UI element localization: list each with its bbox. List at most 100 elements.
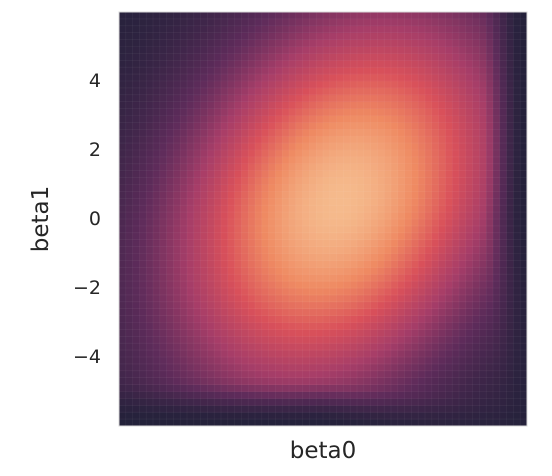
heatmap-cell — [316, 398, 324, 406]
heatmap-cell — [295, 294, 303, 303]
heatmap-cell — [479, 115, 487, 123]
heatmap-cell — [132, 12, 140, 20]
heatmap-cell — [159, 253, 167, 261]
heatmap-cell — [357, 281, 365, 289]
heatmap-cell — [119, 253, 127, 261]
heatmap-cell — [445, 60, 453, 68]
heatmap-cell — [370, 391, 378, 399]
heatmap-cell — [234, 32, 242, 40]
heatmap-cell — [241, 129, 249, 137]
heatmap-cell — [282, 198, 290, 206]
heatmap-cell — [513, 232, 521, 241]
heatmap-cell — [425, 67, 433, 75]
heatmap-cell — [404, 267, 412, 275]
heatmap-cell — [153, 101, 161, 109]
heatmap-cell — [472, 315, 480, 323]
heatmap-cell — [411, 350, 419, 358]
heatmap-cell — [465, 391, 473, 399]
heatmap-cell — [506, 101, 514, 109]
heatmap-cell — [316, 281, 324, 289]
heatmap-cell — [248, 163, 256, 172]
heatmap-cell — [282, 405, 290, 413]
heatmap-cell — [336, 115, 344, 123]
heatmap-cell — [261, 253, 269, 261]
heatmap-cell — [384, 81, 392, 89]
heatmap-cell — [431, 246, 439, 254]
heatmap-cell — [268, 205, 276, 213]
heatmap-cell — [221, 74, 229, 82]
heatmap-cell — [513, 253, 521, 261]
heatmap-cell — [493, 294, 501, 303]
heatmap-cell — [513, 81, 521, 89]
heatmap-cell — [377, 94, 385, 103]
heatmap-cell — [275, 191, 283, 199]
heatmap-cell — [384, 219, 392, 227]
heatmap-cell — [159, 363, 167, 372]
heatmap-cell — [329, 115, 337, 123]
heatmap-cell — [295, 198, 303, 206]
heatmap-cell — [425, 122, 433, 130]
heatmap-cell — [370, 115, 378, 123]
heatmap-cell — [316, 301, 324, 310]
heatmap-cell — [207, 370, 215, 379]
heatmap-cell — [329, 143, 337, 151]
heatmap-cell — [486, 25, 494, 34]
heatmap-cell — [200, 156, 208, 165]
heatmap-cell — [255, 205, 263, 213]
heatmap-cell — [411, 294, 419, 303]
heatmap-cell — [336, 274, 344, 282]
heatmap-cell — [431, 25, 439, 34]
heatmap-cell — [418, 294, 426, 303]
heatmap-cell — [506, 260, 514, 268]
heatmap-cell — [132, 101, 140, 109]
heatmap-cell — [132, 246, 140, 254]
heatmap-cell — [221, 212, 229, 220]
heatmap-cell — [391, 156, 399, 165]
heatmap-cell — [173, 315, 181, 323]
heatmap-cell — [268, 25, 276, 34]
heatmap-cell — [391, 253, 399, 261]
heatmap-cell — [132, 391, 140, 399]
heatmap-cell — [193, 301, 201, 310]
heatmap-cell — [234, 315, 242, 323]
heatmap-cell — [431, 405, 439, 413]
heatmap-cell — [309, 225, 317, 234]
heatmap-cell — [418, 322, 426, 330]
heatmap-cell — [200, 60, 208, 68]
heatmap-cell — [506, 419, 514, 427]
heatmap-cell — [418, 87, 426, 96]
heatmap-cell — [329, 412, 337, 420]
heatmap-cell — [302, 398, 310, 406]
heatmap-cell — [227, 191, 235, 199]
heatmap-cell — [404, 60, 412, 68]
heatmap-cell — [377, 329, 385, 337]
heatmap-cell — [438, 25, 446, 34]
heatmap-cell — [323, 94, 331, 103]
heatmap-cell — [479, 53, 487, 61]
heatmap-cell — [384, 239, 392, 247]
heatmap-cell — [357, 377, 365, 385]
heatmap-cell — [227, 212, 235, 220]
heatmap-cell — [159, 219, 167, 227]
heatmap-cell — [370, 329, 378, 337]
heatmap-cell — [513, 384, 521, 392]
heatmap-cell — [241, 350, 249, 358]
heatmap-cell — [255, 232, 263, 241]
heatmap-cell — [275, 198, 283, 206]
heatmap-cell — [132, 94, 140, 103]
heatmap-cell — [282, 191, 290, 199]
heatmap-cell — [452, 150, 460, 158]
heatmap-cell — [166, 198, 174, 206]
heatmap-cell — [418, 101, 426, 109]
heatmap-cell — [370, 60, 378, 68]
heatmap-cell — [119, 53, 127, 61]
heatmap-cell — [350, 156, 358, 165]
heatmap-cell — [316, 239, 324, 247]
heatmap-cell — [391, 391, 399, 399]
heatmap-cell — [241, 412, 249, 420]
heatmap-cell — [350, 67, 358, 75]
heatmap-cell — [384, 322, 392, 330]
heatmap-cell — [241, 384, 249, 392]
heatmap-cell — [139, 267, 147, 275]
heatmap-cell — [404, 212, 412, 220]
